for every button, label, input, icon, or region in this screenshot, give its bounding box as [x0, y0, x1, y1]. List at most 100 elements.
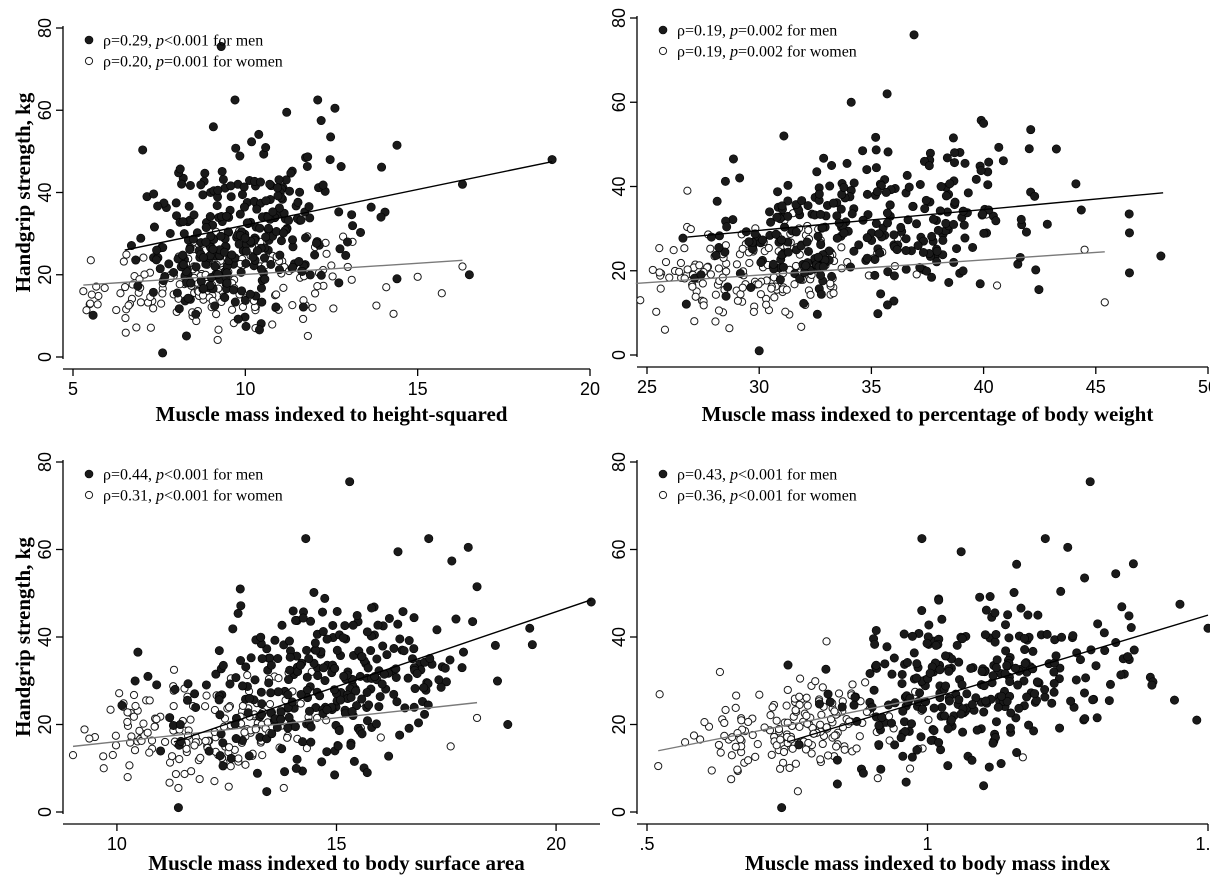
men-point [527, 640, 537, 650]
men-point [766, 217, 776, 227]
men-point [765, 207, 775, 217]
x-tick-label: 20 [546, 834, 566, 854]
women-point [472, 713, 482, 723]
women-point [310, 289, 320, 298]
men-point [231, 143, 241, 153]
y-tick-label: 0 [35, 352, 55, 362]
women-point [79, 287, 88, 296]
men-point [988, 738, 998, 748]
y-tick-label: 40 [609, 627, 629, 647]
women-point [680, 244, 689, 253]
men-point [799, 298, 809, 308]
men-point [376, 212, 386, 222]
men-point [1013, 680, 1023, 690]
women-point [655, 244, 664, 253]
men-point [876, 289, 886, 299]
men-point [783, 247, 793, 257]
women-point [187, 767, 196, 776]
men-point [160, 271, 170, 281]
women-point [150, 722, 159, 731]
men-point [904, 182, 914, 192]
men-point [392, 697, 402, 707]
men-point [347, 707, 357, 717]
men-point [720, 176, 730, 186]
men-point [1051, 651, 1061, 661]
men-point [777, 803, 787, 813]
men-point [981, 696, 991, 706]
women-point [791, 706, 800, 715]
legend-marker-men [84, 469, 94, 479]
women-point [766, 711, 775, 720]
men-point [897, 669, 907, 679]
women-point [120, 282, 130, 292]
men-point [1093, 619, 1103, 629]
women-point [135, 726, 144, 735]
men-point [901, 264, 911, 274]
women-point [175, 755, 184, 764]
women-point [738, 244, 747, 253]
men-point [711, 250, 721, 260]
men-point [871, 132, 881, 142]
men-point [371, 719, 381, 729]
men-point [1080, 573, 1090, 583]
men-point [233, 608, 243, 618]
men-point [971, 174, 981, 184]
men-point [836, 204, 846, 214]
men-point [978, 209, 988, 219]
men-point [215, 751, 225, 761]
women-point [790, 280, 799, 289]
men-point [220, 293, 230, 303]
men-point [283, 690, 293, 700]
men-point [264, 223, 274, 233]
men-point [184, 201, 194, 211]
legend-marker-men [658, 25, 668, 35]
men-point [849, 700, 859, 710]
men-point [873, 309, 883, 319]
men-point [316, 116, 326, 126]
men-point [882, 89, 892, 99]
chart-panel-height-squared: 0 20 40 60 80 5 10 15 20 Muscle mass indexed to h… [11, 18, 600, 426]
men-point [274, 175, 284, 185]
women-point [793, 787, 802, 796]
women-point [86, 299, 95, 308]
women-fit-line [635, 251, 1105, 285]
men-point [261, 232, 271, 242]
men-point [218, 174, 228, 184]
x-tick-label: 40 [974, 377, 994, 397]
men-point [1028, 646, 1038, 656]
women-point [124, 301, 133, 310]
men-point [962, 689, 972, 699]
men-point [351, 686, 361, 696]
men-point [362, 627, 372, 637]
women-point [698, 279, 707, 288]
women-point [715, 667, 725, 677]
men-point [858, 768, 868, 778]
men-point [211, 669, 221, 679]
y-tick-label: 0 [609, 807, 629, 817]
men-point [88, 310, 98, 320]
men-point [169, 267, 179, 277]
men-point [1079, 688, 1089, 698]
legend-marker-women [658, 46, 668, 56]
men-point [944, 696, 954, 706]
women-point [158, 289, 167, 298]
women-point [446, 742, 455, 751]
women-point [837, 264, 846, 273]
women-point [873, 774, 882, 783]
men-point [257, 699, 267, 709]
x-tick-label: 15 [408, 379, 428, 399]
men-point [447, 556, 457, 566]
men-point [155, 264, 165, 274]
women-point [347, 275, 356, 284]
men-point [865, 668, 875, 678]
men-point [434, 675, 444, 685]
men-point [979, 118, 989, 128]
men-point [991, 663, 1001, 673]
men-point [870, 270, 880, 280]
men-point [357, 729, 367, 739]
men-point [881, 187, 891, 197]
women-point [689, 731, 699, 740]
women-point [171, 769, 181, 779]
men-point [813, 231, 823, 241]
women-point [115, 689, 124, 698]
